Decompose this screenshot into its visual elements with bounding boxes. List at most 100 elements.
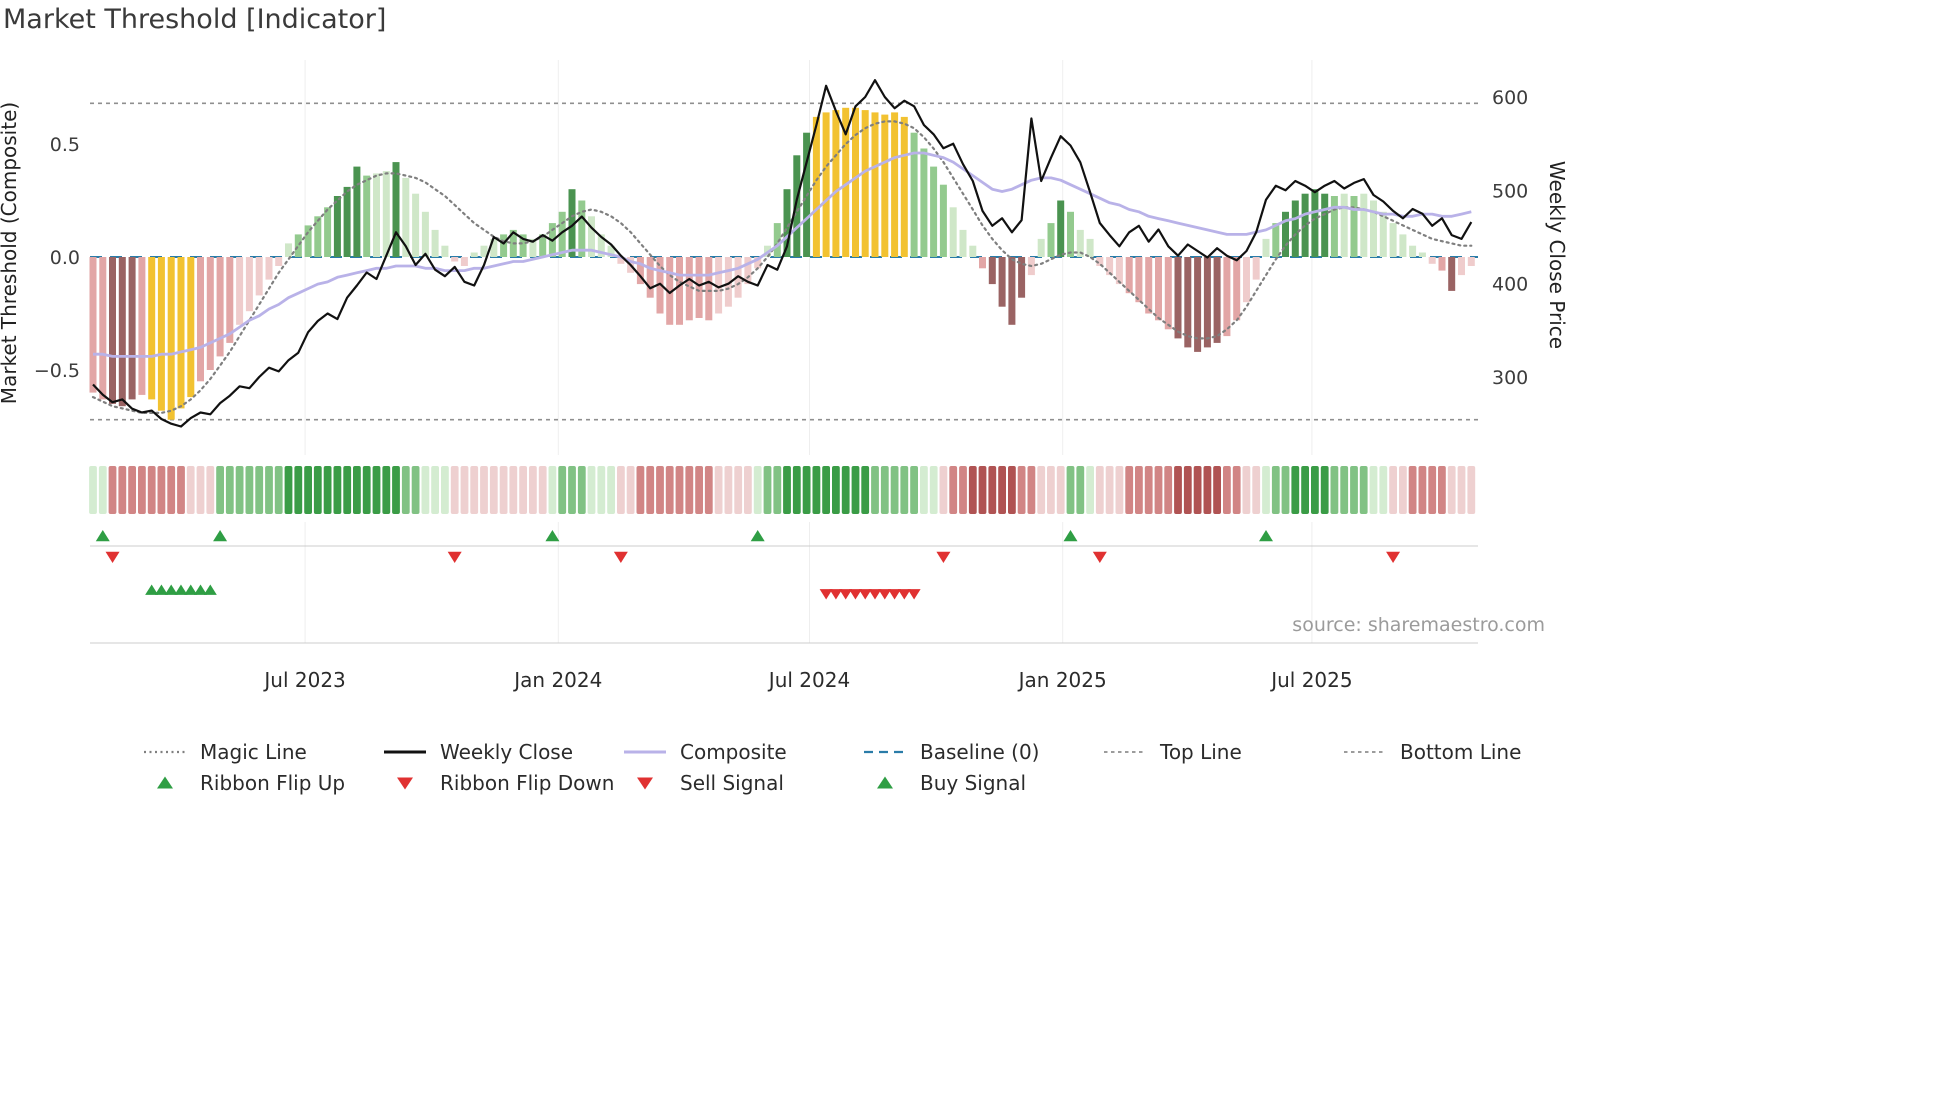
- page-title: Market Threshold [Indicator]: [3, 4, 387, 35]
- ribbon-cell: [665, 466, 674, 514]
- ribbon-cell: [196, 466, 205, 514]
- ribbon-cell: [421, 466, 430, 514]
- threshold-bar: [1438, 257, 1446, 271]
- ribbon-cell: [1086, 466, 1094, 514]
- threshold-bar: [1301, 193, 1309, 257]
- ribbon-cell: [499, 466, 508, 514]
- legend-label: Sell Signal: [680, 770, 784, 795]
- ribbon-cell: [1311, 466, 1319, 514]
- ribbon-cell: [1066, 466, 1075, 514]
- threshold-bar: [304, 225, 312, 257]
- threshold-bar: [451, 257, 459, 262]
- ribbon-cell: [118, 466, 127, 514]
- threshold-bar: [1458, 257, 1465, 276]
- right-tick-label: 400: [1492, 274, 1528, 296]
- ribbon-cell: [1359, 466, 1368, 514]
- threshold-bar: [1448, 257, 1456, 291]
- ribbon-cell: [685, 466, 694, 514]
- ribbon-flip-down-marker: [1092, 551, 1107, 563]
- threshold-bar: [529, 238, 537, 257]
- legend-label: Top Line: [1160, 739, 1242, 764]
- ribbon-cell: [480, 466, 488, 514]
- ribbon-cell: [1037, 466, 1046, 514]
- threshold-bar: [900, 116, 908, 258]
- ribbon-cell: [1399, 466, 1407, 514]
- threshold-bar: [1291, 200, 1299, 257]
- ribbon-cell: [89, 466, 97, 514]
- ribbon-cell: [1242, 466, 1251, 514]
- threshold-bar: [1037, 238, 1045, 257]
- threshold-bar: [1282, 211, 1289, 257]
- legend-item-magic-line: Magic Line: [142, 740, 382, 764]
- ribbon-cell: [548, 466, 557, 514]
- threshold-bar: [939, 184, 947, 257]
- ribbon-cell: [1389, 466, 1397, 514]
- ribbon-cell: [313, 466, 322, 514]
- legend-label: Composite: [680, 739, 787, 764]
- threshold-bar: [118, 257, 126, 407]
- threshold-bar: [353, 166, 361, 257]
- threshold-bar: [1155, 257, 1162, 321]
- threshold-bar: [99, 257, 107, 400]
- ribbon-cell: [1232, 466, 1241, 514]
- threshold-bar: [216, 257, 224, 357]
- ribbon-cell: [98, 466, 107, 514]
- threshold-bar: [1370, 200, 1377, 257]
- ribbon-cell: [362, 466, 371, 514]
- ribbon-cell: [1213, 466, 1221, 514]
- legend-item-bottom-line: Bottom Line: [1342, 740, 1582, 764]
- threshold-bar: [705, 257, 713, 321]
- threshold-bar: [988, 257, 996, 285]
- ribbon-flip-up-marker: [213, 530, 228, 542]
- threshold-bar: [1086, 238, 1094, 257]
- ribbon-cell: [695, 466, 703, 514]
- ribbon-cell: [783, 466, 791, 514]
- ribbon-cell: [411, 466, 420, 514]
- ribbon-cell: [1291, 466, 1300, 514]
- buy-signal-marker: [174, 584, 188, 595]
- threshold-bar: [1330, 196, 1338, 257]
- threshold-bar: [1467, 257, 1475, 266]
- ribbon-cell: [1350, 466, 1358, 514]
- ribbon-cell: [1164, 466, 1173, 514]
- ribbon-cell: [1105, 466, 1114, 514]
- ribbon-cell: [968, 466, 977, 514]
- ribbon-cell: [646, 466, 655, 514]
- ribbon-cell: [851, 466, 860, 514]
- threshold-bar: [1311, 189, 1319, 257]
- legend-label: Ribbon Flip Up: [200, 770, 346, 795]
- ribbon-cell: [1408, 466, 1417, 514]
- legend-item-composite: Composite: [622, 740, 862, 764]
- ribbon-cell: [988, 466, 997, 514]
- ribbon-cell: [284, 466, 293, 514]
- sell-signal-marker: [858, 589, 872, 600]
- threshold-bar: [998, 257, 1006, 307]
- ribbon-cell: [734, 466, 743, 514]
- ribbon-cell: [1418, 466, 1427, 514]
- threshold-bar: [285, 243, 292, 257]
- ribbon-flip-up-marker: [1063, 530, 1078, 542]
- ribbon-cell: [1027, 466, 1036, 514]
- triangle-up-icon: [877, 776, 893, 788]
- ribbon-cell: [753, 466, 762, 514]
- ribbon-cell: [1369, 466, 1378, 514]
- threshold-bar: [1164, 257, 1172, 330]
- ribbon-cell: [1281, 466, 1290, 514]
- ribbon-flip-up-marker: [95, 530, 110, 542]
- composite-swatch: [624, 750, 666, 753]
- threshold-bar: [226, 257, 234, 343]
- threshold-bar: [754, 257, 762, 269]
- ribbon-cell: [372, 466, 381, 514]
- left-tick-label: −0.5: [34, 360, 80, 382]
- triangle-up-glyph: [157, 776, 173, 788]
- sell-signal-marker: [819, 589, 833, 600]
- legend-item-baseline-0: Baseline (0): [862, 740, 1102, 764]
- threshold-bar: [1106, 257, 1114, 276]
- ribbon-cell: [920, 466, 928, 514]
- threshold-bar: [314, 216, 322, 257]
- ribbon-cell: [1056, 466, 1065, 514]
- ribbon-cell: [245, 466, 254, 514]
- threshold-bar: [1203, 257, 1211, 348]
- left-tick-label: 0.5: [50, 134, 80, 156]
- ribbon-cell: [880, 466, 889, 514]
